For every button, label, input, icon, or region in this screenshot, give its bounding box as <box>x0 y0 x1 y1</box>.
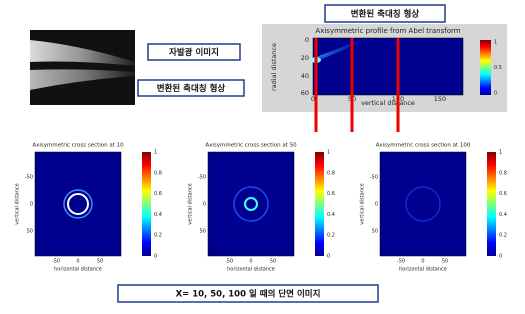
x-tick-label: -50 <box>397 259 405 265</box>
x-tick-label: 50 <box>442 259 448 265</box>
heatmap <box>312 37 464 96</box>
heatmap-ring <box>63 189 93 219</box>
y-tick-label: -50 <box>25 175 33 181</box>
y-tick-label: 0 <box>203 202 206 208</box>
y-tick-label: 0 <box>30 202 33 208</box>
colorbar-tick-label: 0.4 <box>499 212 507 218</box>
y-label: radial distance <box>270 43 278 91</box>
y-tick-label: 60 <box>301 89 309 97</box>
colorbar-tick-label: 1 <box>327 150 330 156</box>
plot-title: Axisymmetric cross section at 10 <box>32 143 124 149</box>
y-tick-label: 50 <box>372 229 378 235</box>
label-box <box>324 4 446 23</box>
colorbar-tick-label: 1 <box>154 150 157 156</box>
colorbar-tick-label: 0.4 <box>327 212 335 218</box>
colorbar <box>480 40 491 95</box>
y-label: vertical distance <box>360 183 366 224</box>
x-tick-label: -50 <box>52 259 60 265</box>
colorbar-tick-label: 0 <box>327 254 330 260</box>
heatmap-ring <box>244 197 258 211</box>
flame-upper <box>30 40 135 66</box>
colorbar-tick-label: 1 <box>499 150 502 156</box>
x-tick-label: 50 <box>97 259 103 265</box>
colorbar-tick-label: 0.6 <box>154 191 162 197</box>
x-label: horizontal distance <box>54 267 102 273</box>
colorbar-tick-label: 0.5 <box>494 65 502 71</box>
label: 자발광 이미지 <box>169 47 219 58</box>
x-tick-label: 0 <box>311 95 315 103</box>
colorbar-tick-label: 0.4 <box>154 212 162 218</box>
x-tick-label: 150 <box>434 95 446 103</box>
heatmap <box>207 151 295 257</box>
sections: Axisymmetric cross section at 10 horizont… <box>15 143 507 273</box>
colorbar <box>315 152 324 256</box>
label-box <box>137 79 245 97</box>
plot-title: Axisymmetric cross section at 50 <box>205 143 297 149</box>
label-box <box>117 284 379 303</box>
x-label: horizontal distance <box>227 267 275 273</box>
label: 변환된 축대칭 형상 <box>157 83 226 94</box>
y-label: vertical distance <box>15 183 21 224</box>
heatmap-ring <box>233 186 269 222</box>
colorbar-tick-label: 0.6 <box>327 191 335 197</box>
colorbar-tick-label: 0.2 <box>499 233 507 239</box>
plot-title: Axisymmetric cross section at 100 <box>376 143 471 149</box>
colorbar-tick-label: 0.2 <box>327 233 335 239</box>
heatmap-ring <box>405 186 441 222</box>
colorbar-tick-label: 0.8 <box>327 170 335 176</box>
colorbar-tick-label: 0 <box>494 91 497 97</box>
y-tick-label: -50 <box>198 175 206 181</box>
y-tick-label: 50 <box>200 229 206 235</box>
colorbar-tick-label: 1 <box>494 40 497 46</box>
heatmap-ring <box>67 193 89 215</box>
caption: X= 10, 50, 100 일 때의 단면 이미지 <box>176 289 321 300</box>
colorbar-tick-label: 0.8 <box>154 170 162 176</box>
x-label: vertical distance <box>361 99 415 107</box>
colorbar <box>142 152 151 256</box>
colorbar-tick-label: 0.6 <box>499 191 507 197</box>
label: 변환된 축대칭 형상 <box>351 9 420 20</box>
y-label: vertical distance <box>188 183 194 224</box>
y-tick-label: -50 <box>370 175 378 181</box>
x-tick-label: 0 <box>421 259 424 265</box>
flame-image <box>30 30 135 105</box>
colorbar-tick-label: 0.8 <box>499 170 507 176</box>
x-tick-label: 0 <box>76 259 79 265</box>
plot-title: Axisymmetric profile from Abel transform <box>315 27 460 35</box>
heatmap <box>34 151 122 257</box>
x-tick-label: -50 <box>225 259 233 265</box>
x-tick-label: 0 <box>249 259 252 265</box>
label-box <box>147 43 241 61</box>
y-tick-label: 0 <box>375 202 378 208</box>
colorbar-tick-label: 0 <box>499 254 502 260</box>
heatmap <box>379 151 467 257</box>
colorbar-tick-label: 0 <box>154 254 157 260</box>
flame-lower <box>30 69 135 90</box>
y-tick-label: 20 <box>301 54 309 62</box>
x-label: horizontal distance <box>399 267 447 273</box>
x-tick-label: 50 <box>270 259 276 265</box>
y-tick-label: 0 <box>305 36 309 44</box>
y-tick-label: 50 <box>27 229 33 235</box>
colorbar-tick-label: 0.2 <box>154 233 162 239</box>
y-tick-label: 40 <box>301 72 309 80</box>
colorbar <box>487 152 496 256</box>
